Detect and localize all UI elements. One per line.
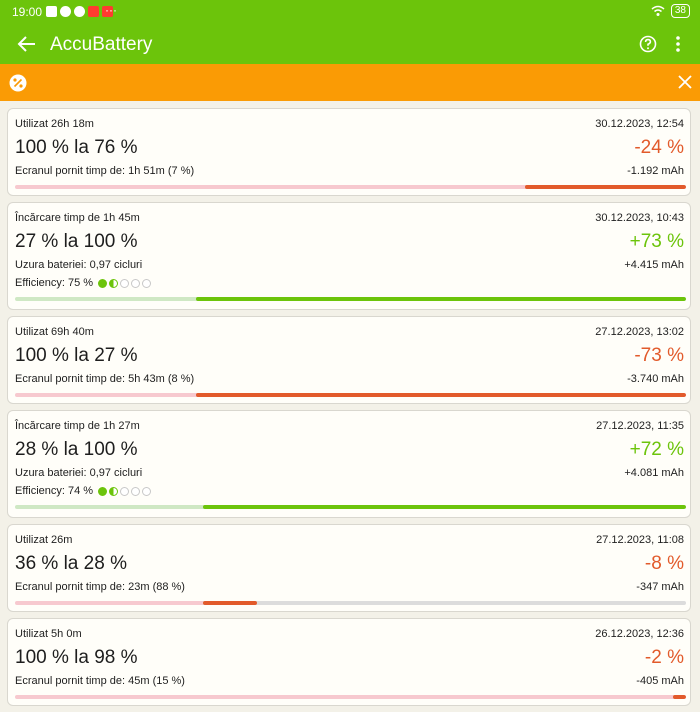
session-screen-time: Ecranul pornit timp de: 23m (88 %) [15,581,185,593]
session-card[interactable]: Utilizat 5h 0m 26.12.2023, 12:36 100 % l… [7,618,691,706]
status-time: 19:00 [12,5,43,19]
overflow-menu-icon[interactable] [671,34,685,54]
session-level-bar [15,505,686,509]
session-range: 100 % la 27 % [15,345,138,366]
session-percent: +73 % [629,231,684,252]
wifi-icon [651,5,665,16]
session-efficiency: Efficiency: 74 % [15,485,152,497]
notification-app-icon [46,6,57,17]
promo-banner[interactable] [0,64,700,101]
session-level-fill [196,297,686,301]
session-type: Utilizat 69h 40m [15,326,94,338]
notification-app-icon [74,6,85,17]
efficiency-dot-icon [98,486,108,496]
session-mah: -1.192 mAh [627,165,684,177]
session-card[interactable]: Încărcare timp de 1h 45m 30.12.2023, 10:… [7,202,691,310]
session-level-bar [15,185,686,189]
session-percent: -8 % [644,553,684,574]
help-icon[interactable] [639,35,657,53]
session-mah: -3.740 mAh [627,373,684,385]
efficiency-rating [98,278,152,288]
session-range: 100 % la 76 % [15,137,138,158]
efficiency-label: Efficiency: 75 % [15,277,94,289]
session-mah: +4.081 mAh [624,467,684,479]
session-percent: -24 % [634,137,684,158]
efficiency-dot-icon [109,486,119,496]
discount-badge-icon [9,74,27,92]
session-type: Utilizat 5h 0m [15,628,82,640]
session-card[interactable]: Utilizat 69h 40m 27.12.2023, 13:02 100 %… [7,316,691,404]
session-percent: -2 % [644,647,684,668]
session-date: 26.12.2023, 12:36 [595,628,684,640]
session-efficiency: Efficiency: 75 % [15,277,152,289]
notification-icons [46,6,113,17]
session-level-bar [15,695,686,699]
session-level-bar [15,297,686,301]
session-date: 30.12.2023, 10:43 [595,212,684,224]
session-level-fill [196,393,686,397]
app-bar: AccuBattery [0,24,700,64]
session-mah: +4.415 mAh [624,259,684,271]
notification-youtube-icon [102,6,113,17]
session-date: 27.12.2023, 13:02 [595,326,684,338]
efficiency-dot-icon [131,486,141,496]
session-level-fill [672,695,686,699]
efficiency-dot-icon [98,278,108,288]
session-level-fill [524,185,686,189]
efficiency-dot-icon [142,278,152,288]
efficiency-rating [98,486,152,496]
session-level-bar [15,601,686,605]
efficiency-dot-icon [120,486,130,496]
session-range: 36 % la 28 % [15,553,127,574]
back-arrow-icon[interactable] [16,33,38,55]
session-date: 27.12.2023, 11:35 [596,420,684,432]
session-level-fill [202,505,686,509]
notification-app-icon [60,6,71,17]
session-card[interactable]: Încărcare timp de 1h 27m 27.12.2023, 11:… [7,410,691,518]
session-level-fill [202,601,257,605]
status-bar: 19:00 ··· 38 [0,0,700,24]
session-mah: -405 mAh [636,675,684,687]
battery-level: 38 [670,4,690,18]
efficiency-dot-icon [109,278,119,288]
session-range: 28 % la 100 % [15,439,138,460]
session-mah: -347 mAh [636,581,684,593]
notification-youtube-icon [88,6,99,17]
session-range: 100 % la 98 % [15,647,138,668]
session-percent: +72 % [629,439,684,460]
efficiency-dot-icon [131,278,141,288]
app-title: AccuBattery [50,34,153,55]
session-level-bar [15,393,686,397]
more-notifications-icon: ··· [105,3,117,17]
session-screen-time: Ecranul pornit timp de: 5h 43m (8 %) [15,373,195,385]
session-date: 30.12.2023, 12:54 [595,118,684,130]
session-screen-time: Ecranul pornit timp de: 45m (15 %) [15,675,185,687]
session-card[interactable]: Utilizat 26h 18m 30.12.2023, 12:54 100 %… [7,108,691,196]
session-date: 27.12.2023, 11:08 [596,534,684,546]
session-range: 27 % la 100 % [15,231,138,252]
session-type: Încărcare timp de 1h 45m [15,212,140,224]
session-wear: Uzura bateriei: 0,97 cicluri [15,467,143,479]
efficiency-dot-icon [142,486,152,496]
efficiency-dot-icon [120,278,130,288]
session-wear: Uzura bateriei: 0,97 cicluri [15,259,143,271]
session-type: Încărcare timp de 1h 27m [15,420,140,432]
close-icon[interactable] [678,75,692,89]
session-percent: -73 % [634,345,684,366]
session-type: Utilizat 26h 18m [15,118,94,130]
session-screen-time: Ecranul pornit timp de: 1h 51m (7 %) [15,165,195,177]
efficiency-label: Efficiency: 74 % [15,485,94,497]
session-type: Utilizat 26m [15,534,73,546]
session-card[interactable]: Utilizat 26m 27.12.2023, 11:08 36 % la 2… [7,524,691,612]
